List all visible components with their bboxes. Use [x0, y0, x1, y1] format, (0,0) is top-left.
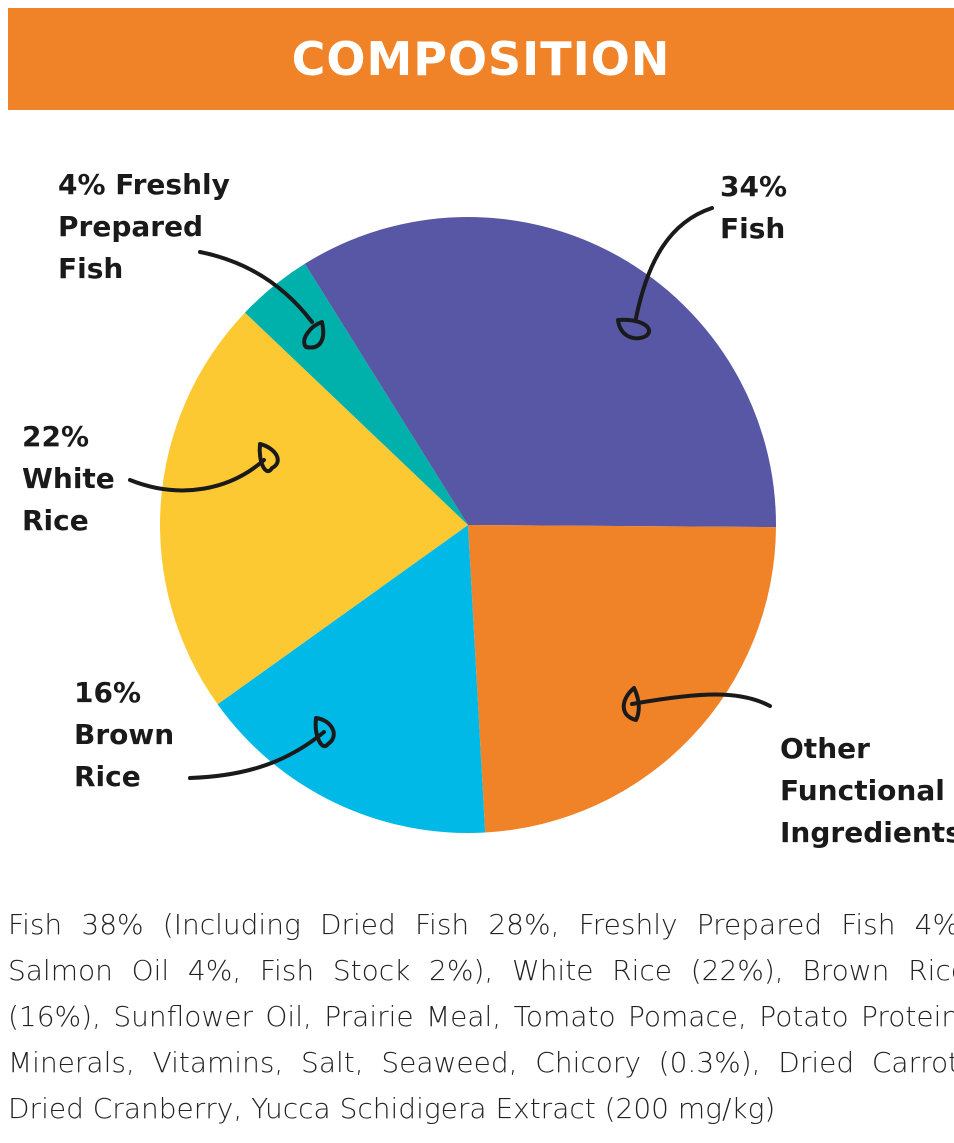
- slice-white-rice: [160, 312, 468, 705]
- label-fish: 34% Fish: [720, 166, 787, 250]
- arrow-other: [630, 692, 772, 708]
- ingredients-line-3: (16%), Sunflower Oil, Prairie Meal, Toma…: [8, 1000, 954, 1033]
- arrow-fish: [634, 206, 714, 320]
- label-brown-rice-line-3: Rice: [74, 760, 141, 793]
- label-other-line-3: Ingredients: [780, 816, 954, 849]
- label-other: Other Functional Ingredients: [780, 728, 954, 854]
- label-other-line-1: Other: [780, 732, 870, 765]
- label-fish-line-2: Fish: [720, 212, 786, 245]
- label-fresh-fish-line-1: 4% Freshly: [58, 168, 230, 201]
- label-white-rice-line-2: White: [22, 462, 115, 495]
- arrowhead-other: [621, 686, 641, 722]
- composition-pie-chart: [128, 206, 776, 833]
- ingredients-clip: Fish 38% (Including Dried Fish 28%, Fres…: [0, 890, 954, 1143]
- arrowhead-white-rice: [257, 442, 280, 473]
- arrowhead-fish: [616, 317, 651, 341]
- composition-banner: COMPOSITION: [8, 8, 954, 110]
- label-brown-rice-line-2: Brown: [74, 718, 175, 751]
- arrow-white-rice: [128, 458, 266, 493]
- page-title: COMPOSITION: [291, 32, 671, 86]
- label-other-line-2: Functional: [780, 774, 945, 807]
- arrow-fresh-fish: [198, 250, 314, 324]
- label-brown-rice-line-1: 16%: [74, 676, 142, 709]
- label-fresh-fish: 4% Freshly Prepared Fish: [58, 164, 230, 290]
- label-brown-rice: 16% Brown Rice: [74, 672, 174, 798]
- ingredients-line-5: Dried Cranberry, Yucca Schidigera Extrac…: [8, 1092, 776, 1125]
- slice-fresh-fish: [244, 263, 468, 525]
- label-white-rice-line-1: 22%: [22, 420, 90, 453]
- arrow-brown-rice: [188, 730, 326, 780]
- slice-fish: [304, 217, 776, 528]
- label-white-rice-line-3: Rice: [22, 504, 89, 537]
- ingredients-line-4: Minerals, Vitamins, Salt, Seaweed, Chico…: [8, 1046, 954, 1079]
- pie-slices: [160, 217, 776, 833]
- label-fresh-fish-line-2: Prepared: [58, 210, 204, 243]
- ingredients-line-2: Salmon Oil 4%, Fish Stock 2%), White Ric…: [8, 954, 954, 987]
- ingredients-line-1: Fish 38% (Including Dried Fish 28%, Fres…: [8, 908, 954, 941]
- label-fish-line-1: 34%: [720, 170, 788, 203]
- arrowhead-brown-rice: [313, 716, 336, 748]
- label-white-rice: 22% White Rice: [22, 416, 115, 542]
- label-fresh-fish-line-3: Fish: [58, 252, 124, 285]
- ingredients-description: Fish 38% (Including Dried Fish 28%, Fres…: [8, 902, 954, 1132]
- label-arrows: [128, 206, 772, 780]
- slice-other-functional-ingredients: [468, 525, 776, 833]
- arrowhead-fresh-fish: [302, 320, 326, 350]
